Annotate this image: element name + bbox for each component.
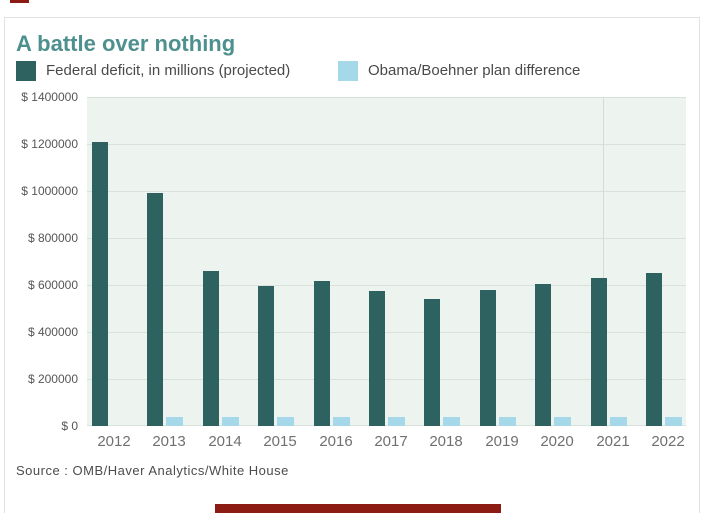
bar-plan-difference-2015 [277,417,294,426]
bar-federal-deficit-2020 [535,284,551,426]
gridline-horizontal [87,332,686,333]
gridline-horizontal [87,144,686,145]
x-tick-label-2014: 2014 [208,433,242,450]
y-tick-label: $ 800000 [27,231,78,245]
legend-label-plan-difference: Obama/Boehner plan difference [368,62,581,79]
bar-federal-deficit-2017 [369,291,385,426]
y-tick-label: $ 1000000 [21,184,78,198]
bar-federal-deficit-2012 [92,142,108,426]
bar-plan-difference-2017 [388,417,405,426]
gridline-horizontal [87,191,686,192]
bar-plan-difference-2014 [222,417,239,426]
legend-swatch-federal-deficit [16,61,36,81]
bar-plan-difference-2020 [554,417,571,426]
bar-federal-deficit-2013 [147,193,163,426]
y-tick-label: $ 200000 [27,372,78,386]
legend-swatch-plan-difference [338,61,358,81]
chart-title: A battle over nothing [16,31,236,56]
bar-federal-deficit-2021 [591,278,607,426]
clipped-element-top [10,0,29,3]
bar-federal-deficit-2019 [480,290,496,426]
gridline-horizontal [87,238,686,239]
bar-federal-deficit-2022 [646,273,662,426]
y-tick-label: $ 600000 [27,278,78,292]
y-tick-label: $ 400000 [27,325,78,339]
gridline-horizontal [87,425,686,426]
y-tick-label: $ 1400000 [21,90,78,104]
bar-plan-difference-2021 [610,417,627,426]
bar-plan-difference-2019 [499,417,516,426]
y-tick-label: $ 0 [61,419,78,433]
bar-plan-difference-2013 [166,417,183,426]
gridline-horizontal [87,379,686,380]
bar-federal-deficit-2015 [258,286,274,426]
x-tick-label-2021: 2021 [596,433,630,450]
bar-plan-difference-2016 [333,417,350,426]
legend-label-federal-deficit: Federal deficit, in millions (projected) [46,62,291,79]
x-tick-label-2018: 2018 [429,433,463,450]
bar-federal-deficit-2018 [424,299,440,426]
gridline-vertical-divider [603,97,604,426]
x-tick-label-2012: 2012 [97,433,131,450]
source-text: Source : OMB/Haver Analytics/White House [16,463,289,478]
x-tick-label-2017: 2017 [374,433,408,450]
x-tick-label-2013: 2013 [152,433,186,450]
x-tick-label-2020: 2020 [540,433,574,450]
x-tick-label-2019: 2019 [485,433,519,450]
bar-plan-difference-2022 [665,417,682,426]
clipped-element-bottom [215,504,501,513]
gridline-horizontal [87,97,686,98]
x-tick-label-2016: 2016 [319,433,353,450]
bar-plan-difference-2018 [443,417,460,426]
x-tick-label-2022: 2022 [651,433,685,450]
x-axis-tick-labels: 2012 2013 2014 2015 2016 2017 2018 2019 2020 2021… [87,433,686,451]
bar-federal-deficit-2016 [314,281,330,426]
plot-area [87,97,686,426]
bar-federal-deficit-2014 [203,271,219,426]
gridline-horizontal [87,285,686,286]
y-tick-label: $ 1200000 [21,137,78,151]
x-tick-label-2015: 2015 [263,433,297,450]
